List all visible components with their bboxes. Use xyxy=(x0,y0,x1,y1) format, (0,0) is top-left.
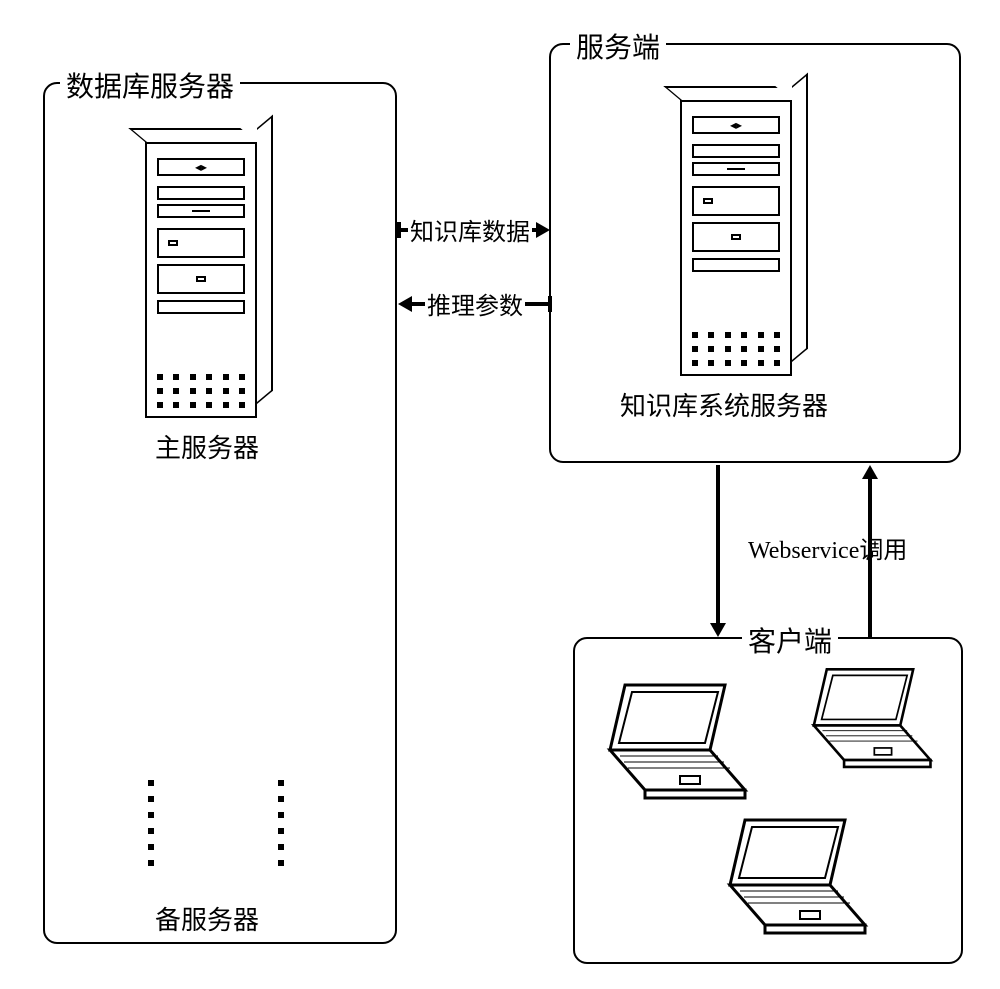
arrow-ws-label: Webservice调用 xyxy=(748,530,907,565)
arrow-ws-down-head xyxy=(710,623,726,637)
arrow-infer-label: 推理参数 xyxy=(425,286,525,321)
continuation-dots-left xyxy=(148,780,154,866)
arrow-kb-data-label: 知识库数据 xyxy=(408,212,532,247)
arrow-infer-head xyxy=(398,296,412,312)
backup-server-label: 备服务器 xyxy=(155,900,259,937)
arrow-ws-down-line xyxy=(716,465,720,625)
arrow-infer-tick xyxy=(548,296,552,312)
arrow-kb-data-head xyxy=(536,222,550,238)
service-box-title: 服务端 xyxy=(570,26,666,66)
continuation-dots-right xyxy=(278,780,284,866)
main-server-icon: ◂▸ xyxy=(145,128,275,418)
kb-server-icon: ◂▸ xyxy=(680,86,810,376)
db-server-box-title: 数据库服务器 xyxy=(60,65,240,105)
arrow-ws-up-head xyxy=(862,465,878,479)
arrow-kb-data-tick xyxy=(397,222,401,238)
main-server-label: 主服务器 xyxy=(155,428,259,465)
laptop-icon-2 xyxy=(805,665,935,773)
kb-server-label: 知识库系统服务器 xyxy=(620,386,828,423)
laptop-icon-3 xyxy=(720,815,870,940)
client-box-title: 客户端 xyxy=(742,620,838,660)
laptop-icon-1 xyxy=(600,680,750,805)
